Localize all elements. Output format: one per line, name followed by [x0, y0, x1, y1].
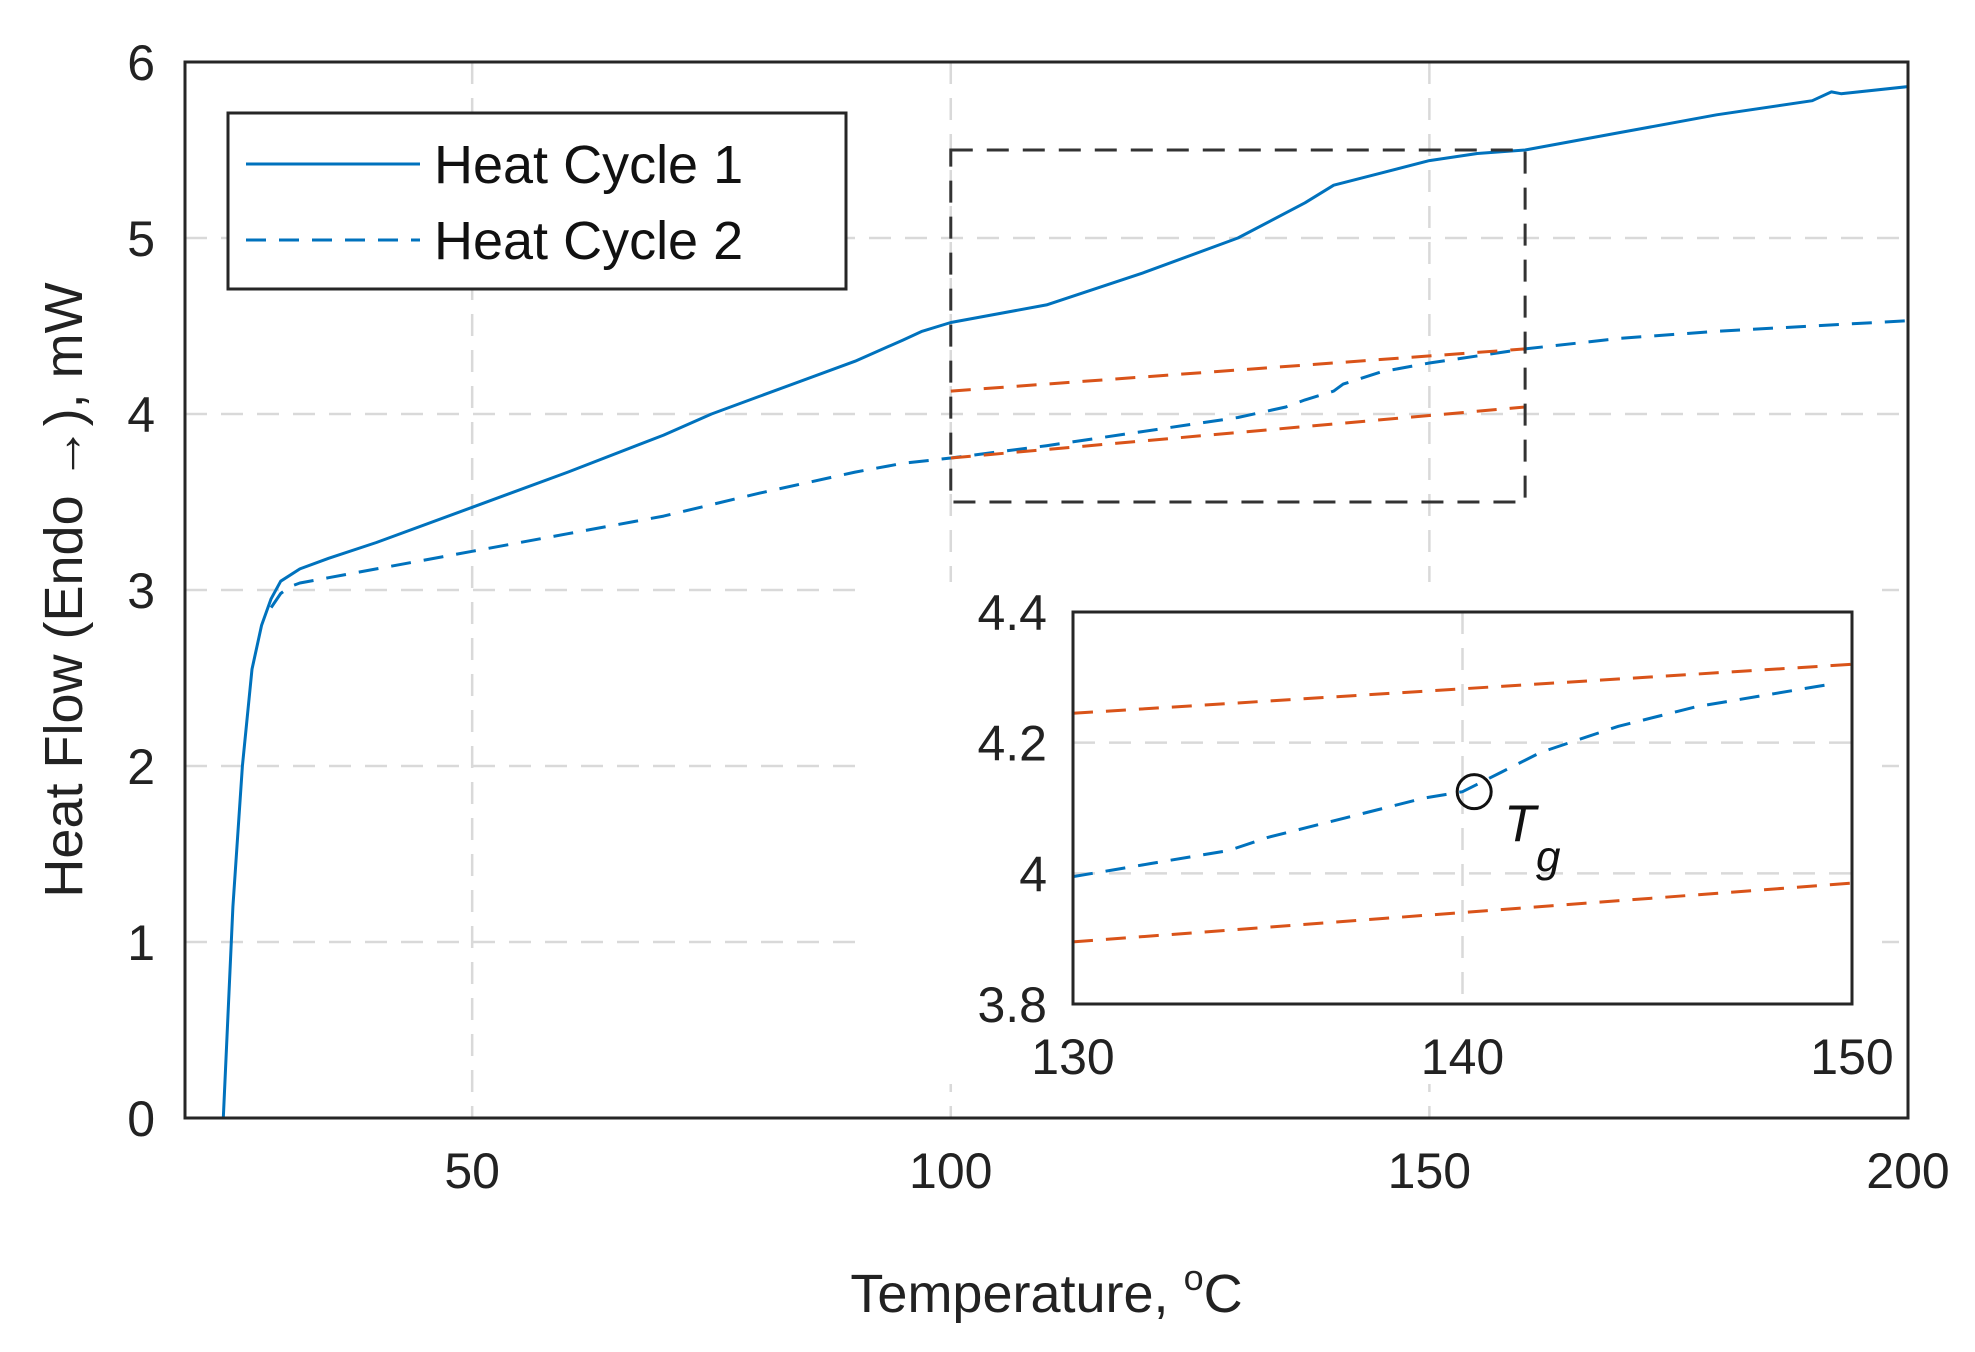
y-tick-label: 5	[127, 211, 155, 267]
main-series-heat-cycle-2	[269, 319, 1909, 609]
y-tick-label: 4	[127, 387, 155, 443]
inset-chart: Tg 130 140 150 3.8 4 4.2 4.4	[863, 582, 1894, 1085]
inset-gridlines	[1073, 612, 1852, 1004]
inset-y-tick-label: 4	[1019, 846, 1047, 902]
inset-x-tick-label: 150	[1810, 1029, 1893, 1085]
inset-axes-frame	[1071, 610, 1854, 1006]
legend-label-heat-cycle-2: Heat Cycle 2	[434, 211, 743, 271]
x-tick-label: 100	[909, 1143, 992, 1199]
x-tick-label: 150	[1388, 1143, 1471, 1199]
y-tick-label: 3	[127, 563, 155, 619]
y-axis-label: Heat Flow (Endo →), mW	[34, 282, 94, 897]
legend-label-heat-cycle-1: Heat Cycle 1	[434, 135, 743, 195]
tg-marker-circle	[1455, 773, 1493, 811]
inset-x-tick-label: 140	[1421, 1029, 1504, 1085]
x-tick-label: 50	[444, 1143, 500, 1199]
tg-label-subscript: g	[1536, 833, 1561, 882]
main-series-upper-tangent	[950, 347, 1526, 393]
inset-series-heat-cycle-2	[1072, 682, 1833, 879]
main-series-heat-cycle-1	[221, 85, 1909, 1119]
x-tick-label: 200	[1866, 1143, 1949, 1199]
inset-y-tick-label: 3.8	[977, 977, 1047, 1033]
y-tick-label: 2	[127, 739, 155, 795]
x-axis-label-unit: C	[1204, 1264, 1243, 1324]
inset-x-tick-label: 130	[1031, 1029, 1114, 1085]
inset-tick-labels: 130 140 150 3.8 4 4.2 4.4	[977, 585, 1893, 1085]
inset-y-tick-label: 4.4	[977, 585, 1047, 641]
main-series-lower-tangent	[950, 405, 1526, 460]
x-axis-label-degree: o	[1184, 1257, 1204, 1298]
x-axis-label: Temperature, oC	[850, 1257, 1242, 1324]
y-tick-label: 1	[127, 915, 155, 971]
legend: Heat Cycle 1 Heat Cycle 2	[226, 111, 848, 291]
legend-box	[226, 111, 848, 291]
inset-y-tick-label: 4.2	[977, 716, 1047, 772]
main-series-group	[221, 85, 1909, 1119]
inset-series-group	[1072, 662, 1853, 944]
tg-label-main: T	[1504, 796, 1539, 854]
y-tick-label: 0	[127, 1091, 155, 1147]
y-tick-label: 6	[127, 35, 155, 91]
inset-background	[863, 582, 1882, 1084]
x-axis-label-text: Temperature,	[850, 1264, 1183, 1324]
main-tick-labels: 50 100 150 200 0 1 2 3 4 5 6	[127, 35, 1950, 1199]
tg-label: Tg	[1504, 796, 1561, 882]
main-axes-frame	[183, 60, 1910, 1120]
zoom-region-box	[949, 148, 1527, 504]
